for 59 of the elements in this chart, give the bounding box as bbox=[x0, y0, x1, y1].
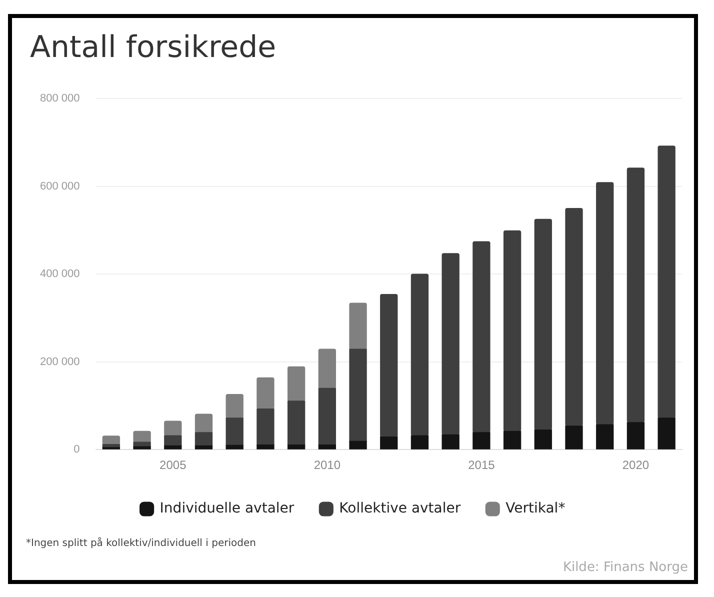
text: *Ingen splitt på kollektiv/individuell i perioden bbox=[26, 538, 256, 549]
bar bbox=[133, 430, 151, 442]
bar bbox=[133, 446, 151, 450]
legend-label: Kollektive avtaler bbox=[339, 500, 461, 517]
bar bbox=[318, 444, 336, 450]
bar bbox=[658, 418, 676, 450]
text: Kilde: Finans Norge bbox=[562, 560, 688, 575]
bar bbox=[194, 414, 213, 433]
legend-label: Individuelle avtaler bbox=[160, 500, 294, 517]
bar bbox=[226, 394, 244, 418]
bar bbox=[256, 377, 274, 410]
y-tick-label: 800 000 bbox=[40, 92, 80, 105]
bar bbox=[318, 348, 336, 389]
bar bbox=[349, 348, 367, 442]
bar bbox=[164, 435, 182, 446]
bar bbox=[226, 444, 244, 450]
bar bbox=[472, 241, 490, 433]
x-tick-label: 2005 bbox=[160, 458, 187, 472]
y-tick-label: 600 000 bbox=[40, 180, 80, 192]
bar bbox=[287, 366, 306, 402]
bar bbox=[102, 436, 120, 445]
bar bbox=[318, 388, 336, 446]
bar bbox=[380, 294, 398, 438]
bar bbox=[410, 274, 429, 436]
chart-title: Antall forsikrede bbox=[30, 30, 276, 65]
legend-label: Vertikal* bbox=[506, 500, 566, 517]
bar bbox=[503, 430, 522, 450]
bar bbox=[503, 230, 522, 432]
bar bbox=[534, 430, 552, 450]
bar bbox=[596, 424, 614, 450]
x-tick-label: 2010 bbox=[314, 458, 341, 472]
bar bbox=[287, 400, 306, 446]
bar bbox=[472, 432, 490, 450]
bar bbox=[596, 182, 614, 425]
bar bbox=[256, 408, 274, 446]
y-tick-label: 200 000 bbox=[40, 356, 80, 368]
bar bbox=[626, 168, 645, 423]
bar bbox=[164, 445, 182, 450]
bar bbox=[626, 422, 645, 450]
bar bbox=[256, 444, 274, 450]
bar bbox=[226, 418, 244, 446]
bar bbox=[442, 253, 460, 436]
bar bbox=[194, 445, 213, 450]
bar bbox=[349, 440, 367, 450]
bar bbox=[410, 435, 429, 450]
y-tick-label: 400 000 bbox=[40, 268, 80, 280]
bar bbox=[658, 146, 676, 418]
x-tick-label: 2015 bbox=[468, 458, 496, 472]
y-tick-label: 0 bbox=[74, 444, 80, 456]
bar bbox=[380, 436, 398, 450]
bar bbox=[565, 208, 583, 426]
x-tick-label: 2020 bbox=[622, 458, 650, 472]
bar bbox=[534, 218, 552, 430]
bar bbox=[287, 444, 306, 450]
bar bbox=[565, 426, 583, 450]
bar bbox=[442, 434, 460, 450]
bar bbox=[164, 420, 182, 436]
bar bbox=[349, 302, 367, 350]
bar bbox=[194, 432, 213, 446]
